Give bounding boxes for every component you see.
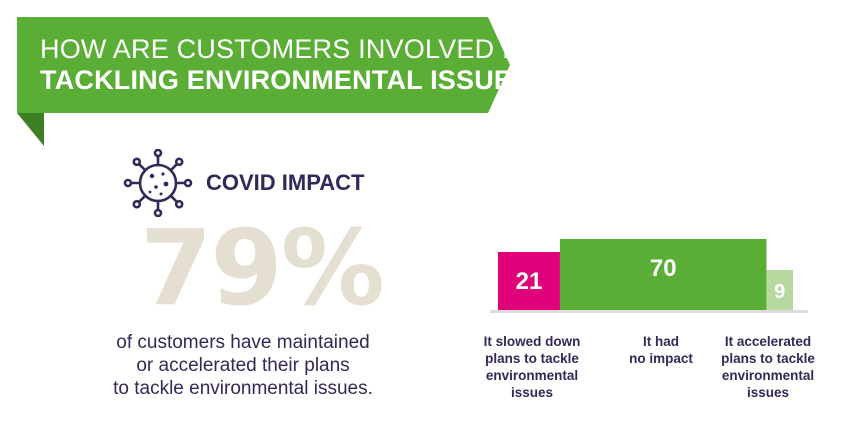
stat-description-line: or accelerated their plans: [136, 355, 350, 376]
banner-fold: [17, 113, 44, 146]
impact-bar-chart: 21 70 9: [490, 239, 808, 313]
category-label-line: It accelerated: [724, 334, 812, 349]
category-label-line: It slowed down: [483, 334, 581, 349]
bar-value-label: 9: [774, 281, 785, 303]
stat-value: 79%: [140, 207, 385, 329]
category-label-line: issues: [510, 385, 554, 400]
bar-value-label: 21: [516, 268, 543, 295]
virus-icon: [123, 149, 193, 217]
page-title-line-1: HOW ARE CUSTOMERS INVOLVED IN: [40, 34, 530, 64]
bar-1: [498, 252, 560, 310]
title-banner: [17, 17, 510, 146]
category-label-line: plans to tackle: [721, 351, 815, 366]
bar-3: [766, 270, 793, 310]
category-label-line: environmental: [721, 368, 815, 383]
stat-description-line: to tackle environmental issues.: [113, 378, 373, 399]
category-label-1: It slowed down plans to tackle environment…: [462, 333, 602, 401]
category-label-3: It accelerated plans to tackle environment…: [698, 333, 838, 401]
category-label-line: It had: [643, 334, 679, 349]
stat-description-line: of customers have maintained: [116, 332, 370, 353]
stat-description: of customers have maintained or accelera…: [98, 331, 388, 400]
page-title-line-2: TACKLING ENVIRONMENTAL ISSUES?: [40, 65, 548, 95]
bar-2: [559, 239, 767, 310]
section-title: COVID IMPACT: [206, 170, 365, 195]
banner-shape: [17, 17, 510, 113]
category-label-line: issues: [746, 385, 790, 400]
category-label-line: no impact: [629, 351, 693, 366]
category-label-2: It had no impact: [591, 333, 731, 367]
bar-value-label: 70: [650, 255, 677, 282]
category-label-line: environmental: [485, 368, 579, 383]
category-label-line: plans to tackle: [485, 351, 579, 366]
bar-shadow: [490, 310, 808, 313]
